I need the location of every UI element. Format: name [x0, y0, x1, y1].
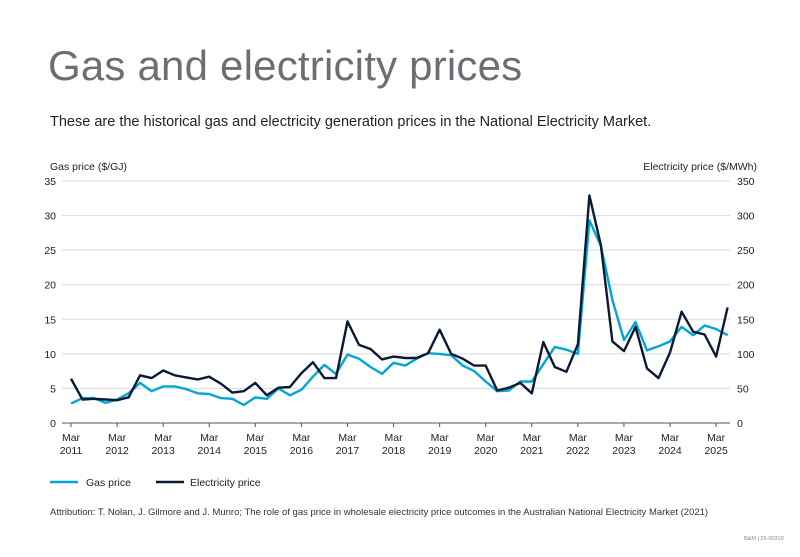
y-right-tick-label: 200 — [737, 280, 755, 292]
y-right-tick-label: 300 — [737, 211, 755, 223]
x-tick-label-year: 2015 — [244, 445, 268, 457]
x-tick-label-year: 2023 — [612, 445, 636, 457]
x-tick-label-year: 2013 — [151, 445, 175, 457]
legend-label-electricity: Electricity price — [190, 477, 261, 489]
y-left-tick-label: 5 — [50, 383, 56, 395]
document-code: B&M | 25-00310 — [744, 536, 784, 542]
y-left-tick-label: 10 — [44, 349, 56, 361]
x-tick-label-year: 2016 — [290, 445, 314, 457]
x-tick-label-year: 2020 — [474, 445, 498, 457]
x-tick-label-month: Mar — [477, 432, 496, 444]
left-axis-label: Gas price ($/GJ) — [50, 161, 127, 173]
attribution: Attribution: T. Nolan, J. Gilmore and J.… — [50, 507, 709, 518]
y-right-tick-label: 100 — [737, 349, 755, 361]
x-tick-label-month: Mar — [523, 432, 542, 444]
electricity-price-line — [69, 194, 729, 402]
y-right-tick-label: 350 — [737, 176, 755, 188]
x-tick-label-month: Mar — [431, 432, 450, 444]
x-tick-label-month: Mar — [569, 432, 588, 444]
y-right-tick-label: 150 — [737, 314, 755, 326]
x-tick-label-month: Mar — [108, 432, 127, 444]
y-left-tick-label: 30 — [44, 211, 56, 223]
x-tick-label-year: 2014 — [198, 445, 222, 457]
x-tick-label-month: Mar — [154, 432, 173, 444]
chart: Gas price ($/GJ) Electricity price ($/MW… — [44, 161, 757, 489]
legend-label-gas: Gas price — [86, 477, 131, 489]
legend: Gas price Electricity price — [50, 477, 261, 489]
x-tick-label-month: Mar — [615, 432, 634, 444]
y-left-tick-label: 20 — [44, 280, 56, 292]
x-tick-label-year: 2012 — [105, 445, 129, 457]
x-tick-label-year: 2018 — [382, 445, 406, 457]
y-left-tick-label: 15 — [44, 314, 56, 326]
x-tick-label-year: 2017 — [336, 445, 360, 457]
gas-price-line — [70, 219, 729, 407]
x-tick-label-year: 2019 — [428, 445, 452, 457]
x-tick-label-year: 2022 — [566, 445, 590, 457]
y-right-tick-label: 250 — [737, 245, 755, 257]
page-subtitle: These are the historical gas and electri… — [50, 114, 652, 130]
y-right-tick-label: 50 — [737, 383, 749, 395]
right-axis-label: Electricity price ($/MWh) — [643, 161, 757, 173]
x-tick-label-month: Mar — [707, 432, 726, 444]
x-tick-label-month: Mar — [200, 432, 219, 444]
x-tick-label-year: 2021 — [520, 445, 544, 457]
y-left-tick-label: 0 — [50, 418, 56, 430]
y-left-tick-label: 35 — [44, 176, 56, 188]
y-left-tick-label: 25 — [44, 245, 56, 257]
x-tick-label-month: Mar — [292, 432, 311, 444]
y-right-tick-label: 0 — [737, 418, 743, 430]
x-tick-label-month: Mar — [246, 432, 265, 444]
x-tick-label-year: 2011 — [60, 445, 83, 457]
x-tick-label-month: Mar — [661, 432, 680, 444]
x-tick-label-month: Mar — [385, 432, 404, 444]
x-tick-label-month: Mar — [338, 432, 357, 444]
x-tick-label-year: 2024 — [658, 445, 682, 457]
x-tick-label-year: 2025 — [704, 445, 728, 457]
x-tick-label-month: Mar — [62, 432, 81, 444]
page-title: Gas and electricity prices — [48, 42, 523, 89]
